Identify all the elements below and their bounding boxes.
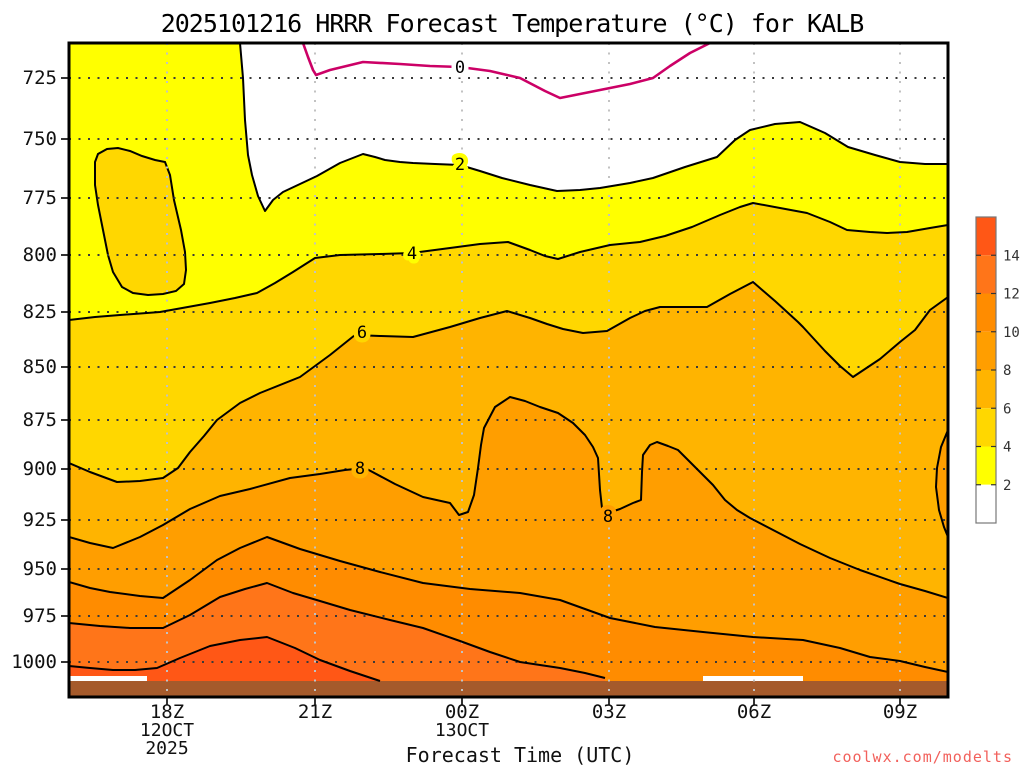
y-tick-label: 975 — [23, 605, 57, 627]
contour-label-6: 6 — [357, 323, 367, 343]
x-tick-label: 09Z — [883, 701, 917, 723]
y-tick-label: 925 — [23, 509, 57, 531]
plot-area: 0 2 4 6 8 8 — [69, 43, 948, 697]
colorbar-segment — [976, 446, 996, 485]
x-axis-title: Forecast Time (UTC) — [406, 743, 635, 767]
contour-line-14 — [69, 636, 381, 682]
colorbar-label: 10 — [1003, 325, 1020, 341]
contour-label-8: 8 — [355, 459, 365, 479]
colorbar-label: 8 — [1003, 363, 1011, 379]
y-tick-label: 950 — [23, 558, 57, 580]
y-tick-label: 725 — [23, 67, 57, 89]
contour-fill-snow-strip-left — [69, 676, 147, 681]
y-tick-label: 900 — [23, 458, 57, 480]
y-tick-label: 750 — [23, 128, 57, 150]
colorbar-segment — [976, 331, 996, 370]
colorbar-label: 6 — [1003, 401, 1011, 417]
chart-title: 2025101216 HRRR Forecast Temperature (°C… — [160, 9, 865, 38]
plot-frame — [67, 41, 950, 699]
x-date-label: 12OCT — [140, 720, 194, 741]
contour-line-6 — [69, 281, 948, 483]
y-tick-label: 1000 — [11, 651, 57, 673]
colorbar-segment — [976, 370, 996, 409]
colorbar-label: 12 — [1003, 287, 1020, 303]
y-tick-label: 800 — [23, 244, 57, 266]
contour-label-4: 4 — [407, 244, 417, 264]
colorbar-label: 2 — [1003, 478, 1011, 494]
watermark-link[interactable]: coolwx.com/modelts — [832, 748, 1013, 766]
contour-line-8 — [69, 396, 948, 599]
colorbar-segment — [976, 408, 996, 447]
contour-line-4 — [69, 202, 948, 321]
contour-line-10 — [69, 536, 948, 673]
contour-line-0 — [301, 43, 711, 100]
colorbar-label: 14 — [1003, 248, 1020, 264]
contour-fill-snow-strip-right — [703, 676, 803, 681]
colorbar-segment — [976, 217, 996, 256]
contour-label-8: 8 — [603, 507, 613, 527]
contour-line-12 — [69, 582, 606, 679]
contour-label-2: 2 — [455, 155, 465, 175]
y-tick-label: 825 — [23, 301, 57, 323]
x-tick-label: 00Z — [445, 701, 479, 723]
x-tick-label: 03Z — [592, 701, 626, 723]
colorbar-segment — [976, 293, 996, 332]
x-tick-label: 18Z — [150, 701, 184, 723]
colorbar-label: 4 — [1003, 440, 1011, 456]
contour-fill-terrain — [69, 681, 948, 697]
x-tick-label: 06Z — [737, 701, 771, 723]
contour-line-2 — [239, 43, 948, 212]
x-tick-label: 21Z — [298, 701, 332, 723]
y-tick-label: 775 — [23, 187, 57, 209]
x-date-label: 2025 — [145, 738, 188, 759]
colorbar-segment — [976, 484, 996, 523]
x-date-label: 13OCT — [435, 720, 489, 741]
colorbar-segment — [976, 255, 996, 294]
y-tick-label: 850 — [23, 356, 57, 378]
contour-label-0: 0 — [455, 58, 465, 78]
y-tick-label: 875 — [23, 409, 57, 431]
